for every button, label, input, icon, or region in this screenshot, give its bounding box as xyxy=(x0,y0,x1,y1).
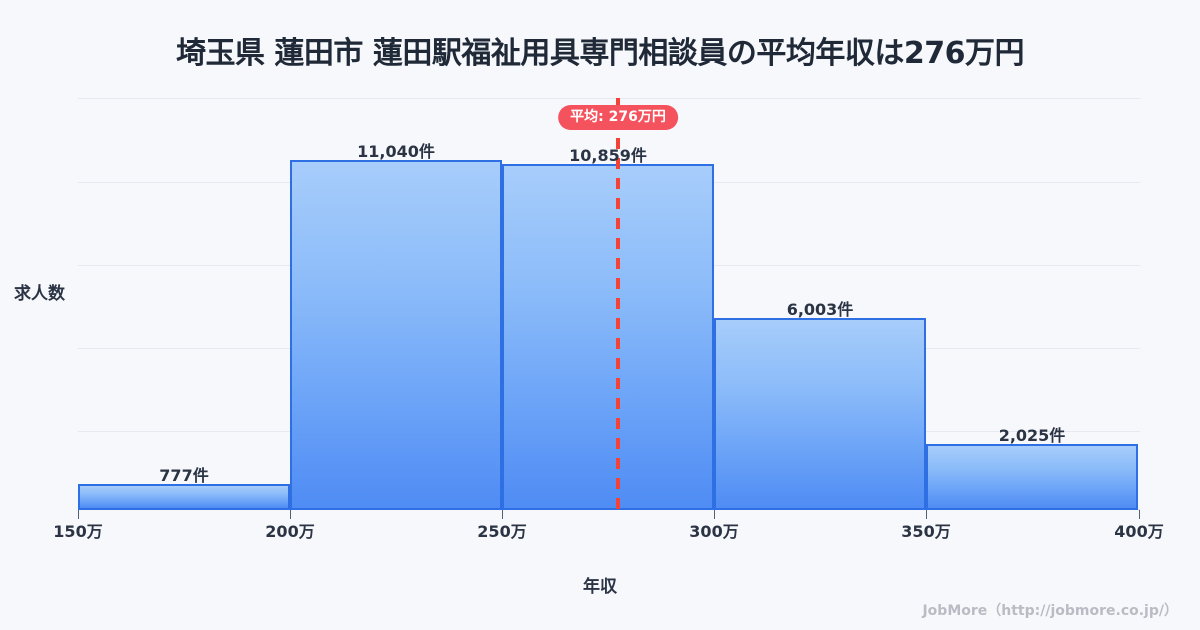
x-tick-mark xyxy=(1139,510,1140,519)
bar-300-350[interactable] xyxy=(714,318,926,510)
bar-150-200[interactable] xyxy=(78,484,290,510)
x-tick-label-350: 350万 xyxy=(901,522,951,541)
y-axis-title: 求人数 xyxy=(14,284,65,304)
bar-350-400[interactable] xyxy=(926,444,1138,510)
bar-value-label: 11,040件 xyxy=(357,142,435,161)
average-dashed-line xyxy=(616,98,620,510)
bar-value-label: 777件 xyxy=(159,466,209,485)
chart-title: 埼玉県 蓮田市 蓮田駅福祉用具専門相談員の平均年収は276万円 xyxy=(175,36,1025,71)
x-tick-label-250: 250万 xyxy=(477,522,527,541)
plot-area xyxy=(78,98,1140,510)
x-tick-mark xyxy=(290,510,291,519)
x-axis-title: 年収 xyxy=(583,577,617,597)
x-tick-mark xyxy=(926,510,927,519)
x-tick-mark xyxy=(502,510,503,519)
bar-value-label: 10,859件 xyxy=(569,146,647,165)
bar-value-label: 2,025件 xyxy=(998,426,1066,445)
bar-250-300[interactable] xyxy=(502,164,714,510)
bar-200-250[interactable] xyxy=(290,160,502,510)
bar-value-label: 6,003件 xyxy=(786,300,854,319)
x-tick-label-300: 300万 xyxy=(689,522,739,541)
watermark-credit: JobMore（http://jobmore.co.jp/） xyxy=(922,603,1178,619)
average-badge: 平均: 276万円 xyxy=(558,105,678,131)
x-tick-mark xyxy=(714,510,715,519)
gridline xyxy=(78,98,1140,99)
x-tick-label-150: 150万 xyxy=(53,522,103,541)
x-tick-label-200: 200万 xyxy=(265,522,315,541)
x-tick-label-400: 400万 xyxy=(1114,522,1164,541)
x-tick-mark xyxy=(78,510,79,519)
